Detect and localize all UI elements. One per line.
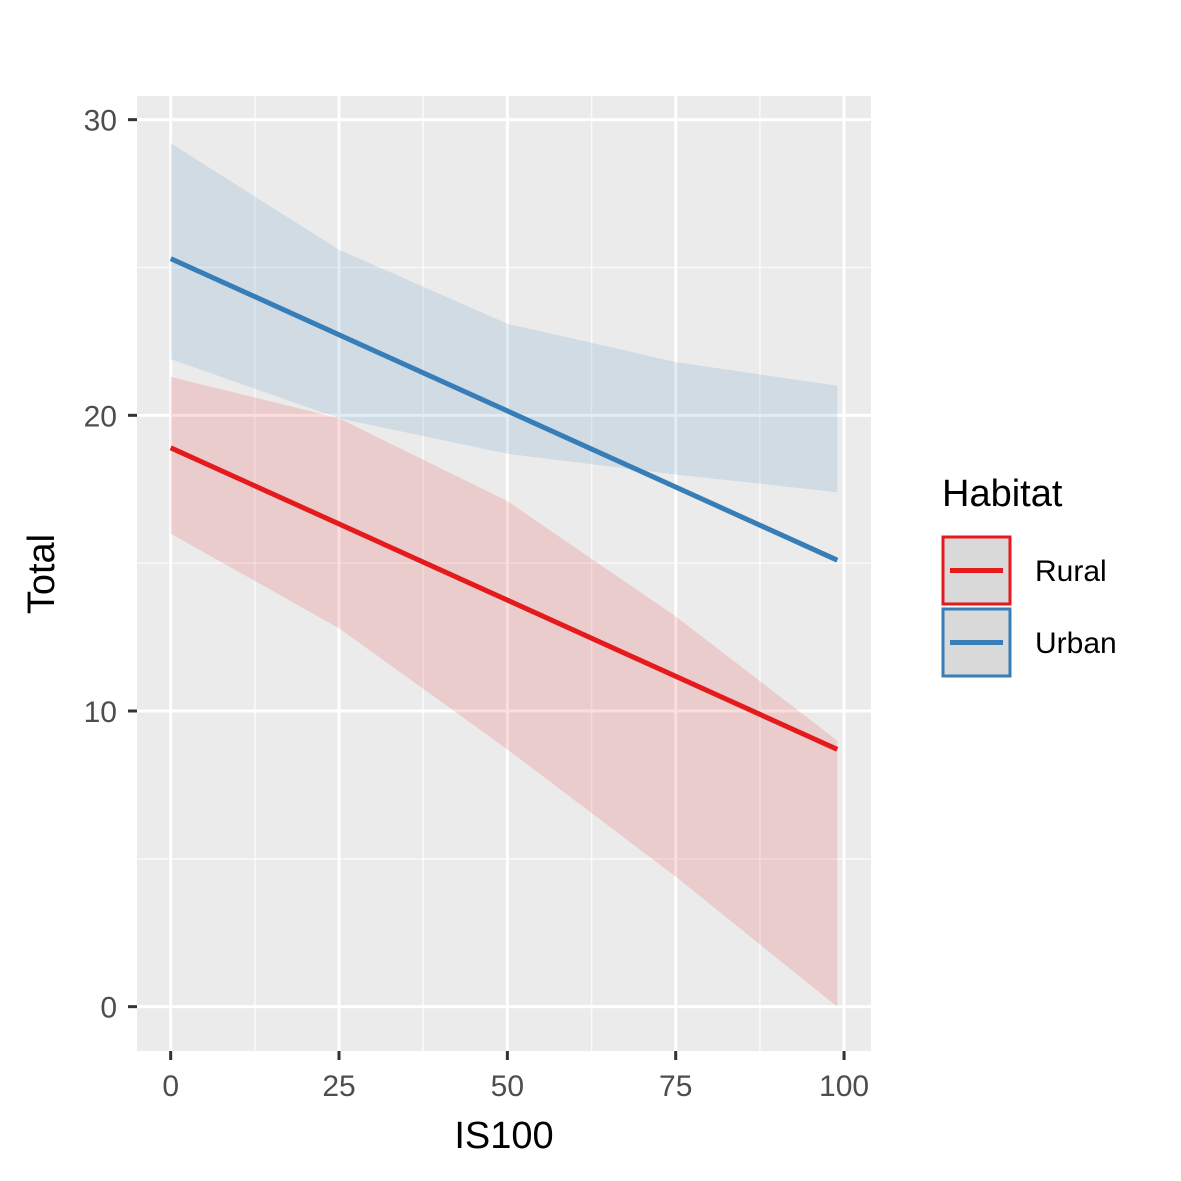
x-tick-label: 100 bbox=[819, 1070, 869, 1103]
y-axis-title: Total bbox=[21, 534, 63, 614]
x-tick-label: 75 bbox=[659, 1070, 692, 1103]
ribbon-urban bbox=[170, 143, 838, 493]
x-axis-title: IS100 bbox=[454, 1115, 553, 1157]
major-gridlines bbox=[137, 96, 871, 1051]
line-rural bbox=[169, 445, 839, 752]
y-tick-label: 20 bbox=[84, 400, 117, 433]
x-tick-label: 25 bbox=[322, 1070, 355, 1103]
legend-item-rural: Rural bbox=[941, 535, 1107, 606]
y-tick-label: 10 bbox=[84, 696, 117, 729]
plot-panel bbox=[137, 96, 871, 1051]
line-urban bbox=[169, 256, 839, 563]
x-tick-label: 0 bbox=[162, 1070, 179, 1103]
legend-keys: Rural Urban bbox=[941, 535, 1117, 678]
legend-label: Rural bbox=[1035, 555, 1107, 588]
legend-title: Habitat bbox=[942, 473, 1063, 515]
legend-item-urban: Urban bbox=[941, 607, 1117, 678]
minor-gridlines bbox=[137, 96, 871, 1051]
x-tick-label: 50 bbox=[491, 1070, 524, 1103]
legend: Habitat Rural Urban bbox=[941, 473, 1117, 678]
legend-label: Urban bbox=[1035, 627, 1117, 660]
y-tick-label: 0 bbox=[100, 992, 117, 1025]
y-tick-label: 30 bbox=[84, 105, 117, 138]
ribbon-rural bbox=[170, 376, 838, 1007]
x-axis: 0 25 50 75 100 bbox=[162, 1051, 869, 1103]
y-axis: 0 10 20 30 bbox=[84, 105, 137, 1025]
confidence-ribbons bbox=[170, 143, 838, 1007]
series-lines bbox=[169, 256, 839, 752]
